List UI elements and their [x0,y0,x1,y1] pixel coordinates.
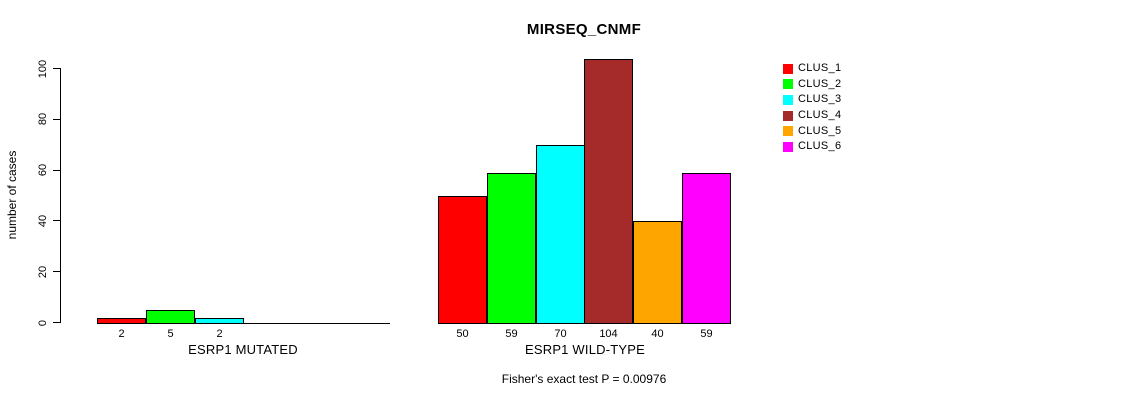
y-axis-tick-label: 80 [37,113,49,126]
bar-value-label: 2 [216,328,223,340]
y-axis-tick-label: 60 [37,164,49,177]
bar-value-label: 5 [167,328,174,340]
legend-color-swatch [783,126,793,137]
legend-color-swatch [783,63,793,74]
bar-value-label: 70 [554,328,567,340]
y-axis-tick [53,118,60,120]
legend-entry: CLUS_6 [783,141,841,152]
legend-label: CLUS_4 [798,109,842,122]
y-axis-tick [53,220,60,222]
y-axis-tick [53,322,60,323]
y-axis-tick [53,169,60,171]
bar-wildtype-clus_2 [487,172,536,324]
bar-value-label: 2 [118,328,125,340]
legend-entry: CLUS_1 [783,63,841,74]
legend-label: CLUS_1 [798,62,842,74]
bar-wildtype-clus_5 [633,220,682,324]
bar-value-label: 59 [505,328,518,340]
legend-color-swatch [783,79,793,90]
legend-label: CLUS_2 [798,77,842,90]
bar-mutated-clus_2 [146,309,195,324]
bar-mutated-clus_1 [97,317,146,324]
y-axis-tick-label: 20 [37,265,49,278]
y-axis-tick-label: 100 [37,59,49,78]
legend-entry: CLUS_5 [783,124,842,137]
bar-wildtype-clus_6 [682,172,731,324]
bar-value-label: 59 [700,328,713,340]
bar-value-label: 104 [599,328,618,340]
x-axis-label-mutated: ESRP1 MUTATED [188,342,298,357]
y-axis-title: number of cases [5,150,19,240]
y-axis-tick [53,271,60,273]
legend-color-swatch [783,141,793,152]
bar-wildtype-clus_4 [584,58,633,324]
legend-color-swatch [783,94,793,105]
y-axis-line [60,68,61,323]
bar-wildtype-clus_3 [536,144,585,324]
bar-value-label: 50 [456,328,469,340]
legend-label: CLUS_6 [798,140,842,153]
y-axis-tick-label: 40 [37,214,49,228]
legend-entry: CLUS_4 [783,110,841,121]
legend-entry: CLUS_2 [783,77,842,90]
x-axis-label-wildtype: ESRP1 WILD-TYPE [524,342,646,357]
legend-color-swatch [783,110,793,121]
y-axis-tick [53,68,60,70]
chart-title: MIRSEQ_CNMF [526,21,642,38]
y-axis-tick-label: 0 [37,319,49,326]
bar-wildtype-clus_1 [438,195,487,324]
legend-label: CLUS_3 [798,93,842,106]
bar-value-label: 40 [651,328,664,340]
legend-entry: CLUS_3 [783,94,841,105]
fisher-test-annotation: Fisher's exact test P = 0.00976 [501,372,667,386]
bar-mutated-clus_3 [195,317,244,324]
legend-label: CLUS_5 [798,124,842,137]
legend: CLUS_1 CLUS_2 CLUS_3 CLUS_4 CLUS_5 CLUS_6 [783,63,841,157]
